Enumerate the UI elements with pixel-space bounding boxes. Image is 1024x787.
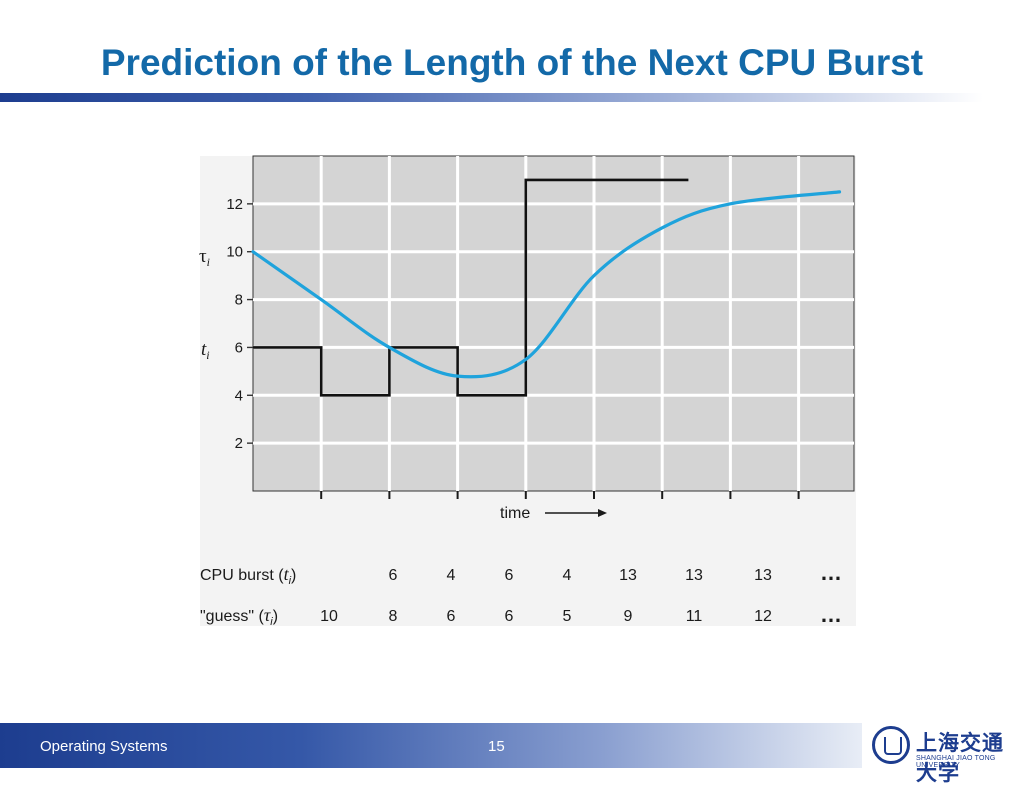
table-row-label: "guess" (τi) [200,605,278,628]
table-cell: 9 [624,608,633,625]
table-cell: 6 [447,608,456,625]
x-axis-ticks [320,491,800,499]
y-tick-label: 4 [235,387,243,404]
burst-row-ellipsis: … [820,560,843,585]
page-number: 15 [488,738,505,755]
guess-row-ellipsis: … [820,602,843,627]
y-label-t: ti [201,339,210,362]
table-row-label: CPU burst (ti) [200,564,296,587]
y-tick-label: 6 [235,339,243,356]
title-underline [0,93,1024,102]
slide-title: Prediction of the Length of the Next CPU… [100,42,924,83]
table-cell: 6 [505,608,514,625]
table-cell: 13 [754,567,772,584]
x-axis-arrow [545,509,607,517]
y-label-t-subscript: i [206,348,209,362]
y-tick-label: 2 [235,435,243,452]
y-tick-label: 10 [226,244,243,261]
y-axis-ticks: 2 4 6 8 10 12 [226,196,253,452]
university-logo: 上海交通大学 SHANGHAI JIAO TONG UNIVERSITY [868,724,1018,785]
table-cell: 13 [685,567,703,584]
footer-bar [0,723,862,768]
y-label-tau: τi [199,246,210,269]
guess-curve [251,190,842,379]
y-tick-label: 8 [235,292,243,309]
university-seal-icon [872,726,910,764]
footer-course-name: Operating Systems [40,738,168,755]
table-cell: 6 [505,567,514,584]
table-cell: 5 [563,608,572,625]
data-table: CPU burst (ti) 6 4 6 4 13 13 13 "guess" (τi) 10 8 6… [200,564,772,628]
grid [253,156,854,491]
y-tick-label: 12 [226,196,243,213]
table-cell: 13 [619,567,637,584]
y-label-tau-symbol: τ [199,246,207,267]
table-cell: 8 [389,608,398,625]
table-cell: 11 [686,608,703,625]
y-label-tau-subscript: i [207,255,210,269]
y-label-t-symbol: t [201,339,207,360]
table-cell: 4 [563,567,572,584]
plot-area [252,155,855,492]
table-cell: 4 [447,567,456,584]
table-cell: 10 [320,608,338,625]
table-cell: 6 [389,567,398,584]
series [251,178,842,397]
table-cell: 12 [754,608,772,625]
cpu-burst-step-line [253,178,689,397]
university-name-english: SHANGHAI JIAO TONG UNIVERSITY [916,755,996,769]
x-axis-label: time [500,505,530,522]
